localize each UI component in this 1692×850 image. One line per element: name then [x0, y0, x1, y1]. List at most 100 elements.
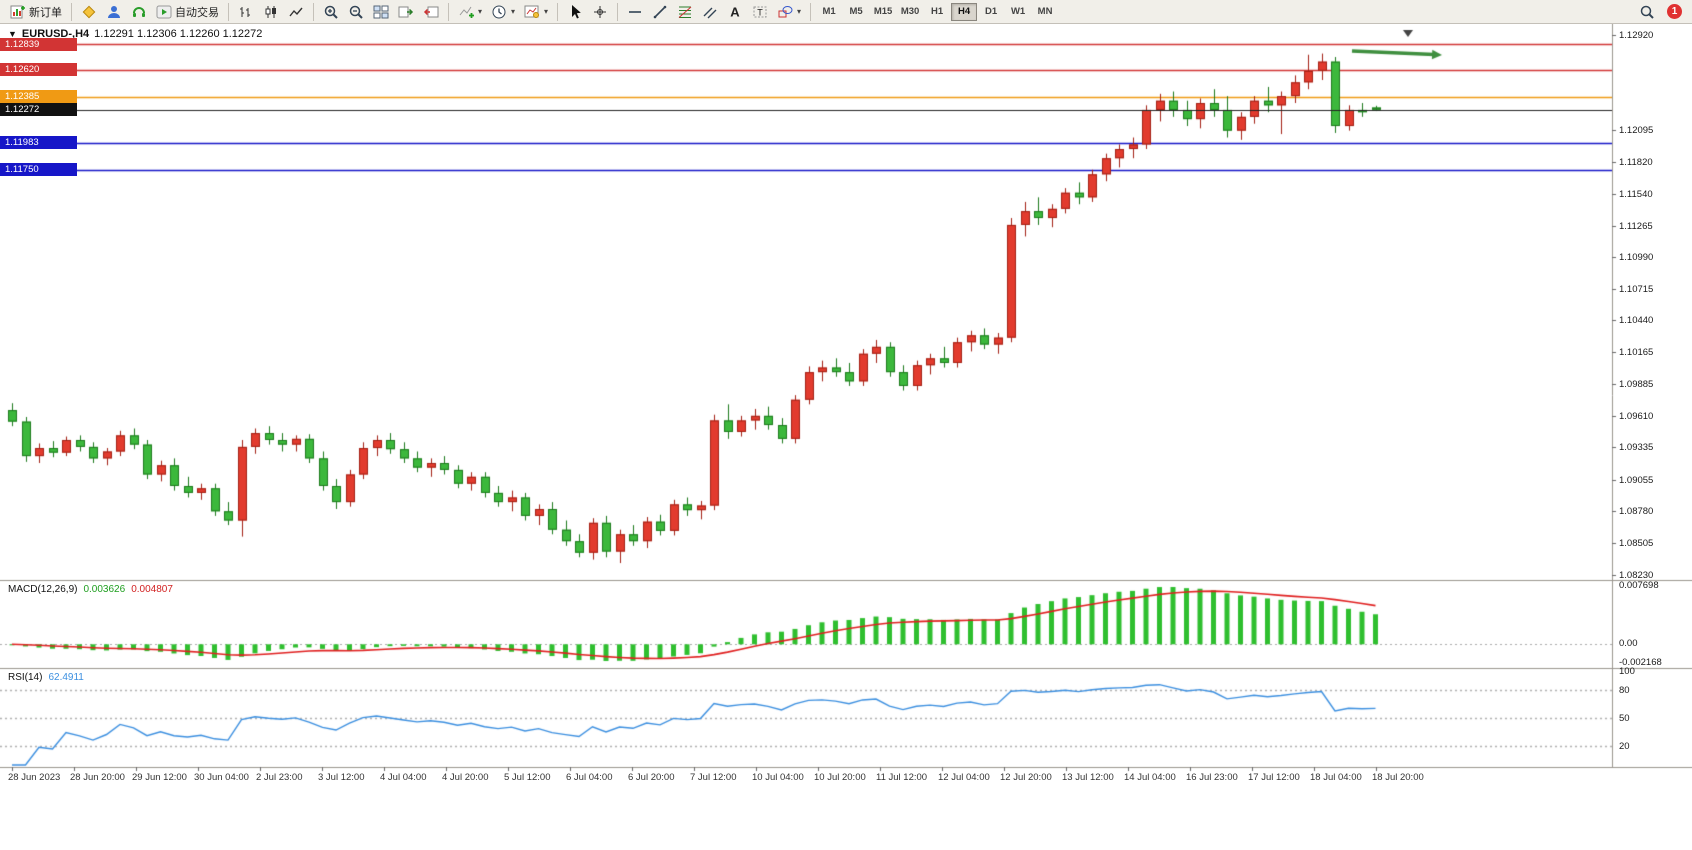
time-axis-label: 4 Jul 20:00: [442, 772, 489, 783]
periods-button[interactable]: ▾: [487, 2, 519, 22]
timeframe-m15[interactable]: M15: [870, 3, 896, 21]
line-chart-button[interactable]: [284, 2, 308, 22]
time-axis-label: 10 Jul 04:00: [752, 772, 804, 783]
cursor-button[interactable]: [563, 2, 587, 22]
time-axis-label: 30 Jun 04:00: [194, 772, 249, 783]
bar-chart-button[interactable]: [234, 2, 258, 22]
fibonacci-icon: [677, 4, 693, 20]
zoom-in-button[interactable]: [319, 2, 343, 22]
new-order-button[interactable]: 新订单: [6, 2, 66, 22]
channel-icon: [702, 4, 718, 20]
price-tick-label: 1.11820: [1619, 156, 1653, 168]
rsi-value: 62.4911: [48, 672, 84, 683]
hline-button[interactable]: [623, 2, 647, 22]
market-watch-button[interactable]: [127, 2, 151, 22]
rsi-axis-label: 20: [1619, 741, 1630, 753]
macd-main-value: 0.003626: [83, 584, 126, 595]
time-axis-label: 12 Jul 04:00: [938, 772, 990, 783]
chart-canvas[interactable]: [0, 24, 1692, 850]
timeframe-w1[interactable]: W1: [1005, 3, 1031, 21]
toolbar: 新订单 自动交易 ▾ ▾ ▾ A T ▾ M1 M5 M15 M30 H1 H4 D1 W1 MN 1: [0, 0, 1692, 24]
timeframe-m1[interactable]: M1: [816, 3, 842, 21]
toolbar-separator: [810, 2, 812, 21]
timeframe-h4[interactable]: H4: [951, 2, 978, 21]
time-axis-label: 6 Jul 04:00: [566, 772, 613, 783]
trendline-icon: [652, 4, 668, 20]
profile-button[interactable]: [77, 2, 101, 22]
chart-shift-icon: [423, 4, 439, 20]
timeframe-m5[interactable]: M5: [843, 3, 869, 21]
label-button[interactable]: T: [748, 2, 772, 22]
price-tick-label: 1.09885: [1619, 379, 1654, 391]
macd-signal-value: 0.004807: [131, 584, 173, 595]
time-axis-label: 13 Jul 12:00: [1062, 772, 1114, 783]
indicators-button[interactable]: ▾: [454, 2, 486, 22]
auto-scroll-icon: [398, 4, 414, 20]
time-axis-label: 29 Jun 12:00: [132, 772, 187, 783]
navigator-button[interactable]: [102, 2, 126, 22]
notification-badge[interactable]: 1: [1667, 4, 1682, 19]
zoom-in-icon: [323, 4, 339, 20]
rsi-name: RSI(14): [8, 672, 43, 683]
price-tick-label: 1.11540: [1619, 188, 1653, 200]
toolbar-separator: [71, 2, 72, 21]
macd-axis-zero: 0.00: [1619, 638, 1638, 650]
timeframe-m30[interactable]: M30: [897, 3, 923, 21]
zoom-out-button[interactable]: [344, 2, 368, 22]
tile-windows-icon: [373, 4, 389, 20]
chart-title: ▼ EURUSD-,H4 1.12291 1.12306 1.12260 1.1…: [8, 28, 262, 40]
macd-label: MACD(12,26,9) 0.003626 0.004807: [8, 584, 173, 595]
toolbar-separator: [313, 2, 314, 21]
time-axis-label: 12 Jul 20:00: [1000, 772, 1052, 783]
dropdown-caret-icon: ▾: [544, 7, 549, 16]
timeframe-d1[interactable]: D1: [978, 3, 1004, 21]
tile-windows-button[interactable]: [369, 2, 393, 22]
timeframe-h1[interactable]: H1: [924, 3, 950, 21]
price-tick-label: 1.10715: [1619, 283, 1654, 295]
macd-name: MACD(12,26,9): [8, 584, 78, 595]
time-axis-label: 18 Jul 20:00: [1372, 772, 1424, 783]
navigator-icon: [106, 4, 122, 20]
chart-shift-button[interactable]: [419, 2, 443, 22]
toolbar-separator: [617, 2, 619, 21]
text-button[interactable]: A: [723, 2, 747, 22]
text-icon: A: [727, 4, 743, 20]
time-axis-label: 11 Jul 12:00: [876, 772, 928, 783]
timeframe-mn[interactable]: MN: [1032, 3, 1058, 21]
line-chart-icon: [288, 4, 304, 20]
one-click-trading-toggle[interactable]: ▼: [8, 29, 17, 39]
symbol-period-label: EURUSD-,H4: [21, 28, 90, 40]
templates-button[interactable]: ▾: [520, 2, 552, 22]
auto-scroll-button[interactable]: [394, 2, 418, 22]
shapes-icon: [777, 4, 793, 20]
price-badge-support: 1.11750: [0, 163, 77, 177]
price-tick-label: 1.10440: [1619, 315, 1654, 327]
price-tick-label: 1.09055: [1619, 474, 1654, 486]
search-icon: [1639, 4, 1655, 20]
channel-button[interactable]: [698, 2, 722, 22]
price-tick-label: 1.09335: [1619, 442, 1654, 454]
time-axis-label: 10 Jul 20:00: [814, 772, 866, 783]
price-badge-resistance: 1.12839: [0, 37, 77, 51]
crosshair-button[interactable]: [588, 2, 612, 22]
dropdown-caret-icon: ▾: [478, 7, 483, 16]
auto-trading-button[interactable]: 自动交易: [152, 2, 223, 22]
trendline-button[interactable]: [648, 2, 672, 22]
fibonacci-button[interactable]: [673, 2, 697, 22]
price-tick-label: 1.08780: [1619, 506, 1654, 518]
search-button[interactable]: [1635, 2, 1659, 22]
price-tick-label: 1.12095: [1619, 125, 1654, 137]
shapes-button[interactable]: ▾: [773, 2, 805, 22]
zoom-out-icon: [348, 4, 364, 20]
time-axis-label: 2 Jul 23:00: [256, 772, 303, 783]
candle-chart-button[interactable]: [259, 2, 283, 22]
indicators-icon: [458, 4, 474, 20]
macd-axis-max: 0.007698: [1619, 580, 1659, 591]
price-tick-label: 1.09610: [1619, 410, 1654, 422]
clock-icon: [491, 4, 507, 20]
templates-icon: [524, 4, 540, 20]
price-tick-label: 1.10990: [1619, 252, 1654, 264]
rsi-axis-label: 50: [1619, 713, 1630, 724]
price-tick-label: 1.08505: [1619, 537, 1654, 549]
ohlc-values: 1.12291 1.12306 1.12260 1.12272: [94, 28, 263, 40]
